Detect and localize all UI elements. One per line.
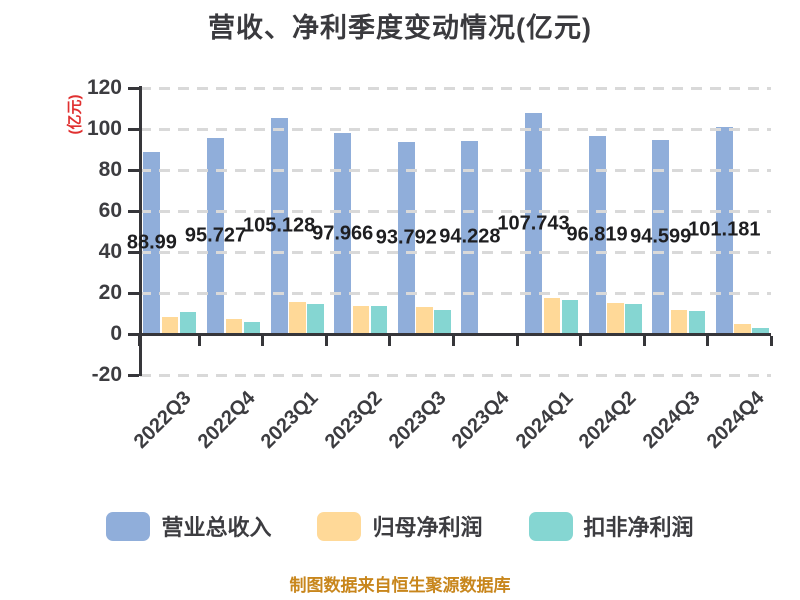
bar-revenue [525, 113, 542, 334]
bar-nonrecurring-profit [434, 310, 451, 334]
bar-net-profit [352, 306, 370, 334]
legend-item: 扣非净利润 [528, 510, 694, 542]
bar-value-label: 95.727 [184, 224, 247, 247]
x-axis-tick-mark [388, 335, 392, 346]
gridline [140, 86, 771, 90]
bar-net-profit [670, 310, 688, 334]
y-axis-tick-label: 0 [110, 322, 122, 345]
bar-revenue [143, 151, 161, 334]
bar-nonrecurring-profit [688, 310, 706, 334]
x-axis-tick-mark [197, 335, 201, 346]
bar-revenue [652, 140, 670, 334]
gridline [140, 291, 771, 295]
y-axis-tick-mark [128, 373, 139, 377]
bar-value-label: 105.128 [242, 214, 316, 237]
bar-revenue [461, 140, 479, 334]
bar-value-label: 101.181 [688, 218, 761, 241]
bar-nonrecurring-profit [370, 305, 388, 334]
bar-value-label: 93.792 [375, 226, 437, 249]
bar-value-label: 97.966 [312, 222, 374, 245]
bar-net-profit [543, 297, 560, 334]
y-axis-tick-label: 20 [98, 281, 122, 304]
x-axis-category-label: 2023Q2 [320, 387, 387, 453]
x-axis-category-label: 2024Q4 [702, 387, 769, 453]
x-axis-tick-mark [769, 335, 773, 346]
x-axis-category-label: 2023Q3 [384, 387, 451, 453]
y-axis-tick-label: 40 [98, 240, 122, 263]
y-axis-tick-mark [128, 291, 139, 295]
bar-value-label: 107.743 [497, 212, 570, 235]
bar-revenue [334, 133, 352, 334]
bar-net-profit [607, 302, 624, 334]
bar-value-label: 96.819 [566, 223, 628, 246]
bar-nonrecurring-profit [625, 304, 642, 334]
gridline [140, 373, 771, 377]
x-axis-tick-mark [451, 335, 455, 346]
legend-label: 营业总收入 [161, 515, 272, 540]
y-axis-tick-label: 80 [98, 158, 122, 181]
bar-nonrecurring-profit [307, 304, 324, 334]
x-axis-tick-mark [579, 335, 583, 346]
bar-nonrecurring-profit [243, 322, 260, 334]
y-axis-tick-mark [128, 168, 139, 172]
y-axis-tick-mark [128, 250, 139, 254]
gridline [140, 250, 771, 254]
x-axis-tick-mark [324, 335, 328, 346]
bar-revenue [270, 118, 288, 334]
footer-source-note: 制图数据来自恒生聚源数据库 [289, 576, 511, 595]
y-axis-tick-label: 120 [86, 76, 122, 99]
x-axis-category-label: 2022Q3 [129, 387, 196, 453]
y-axis-tick-mark [128, 86, 139, 90]
chart-title: 营收、净利季度变动情况(亿元) [208, 13, 592, 43]
legend-item: 营业总收入 [106, 510, 271, 542]
bar-value-label: 94.599 [630, 225, 692, 248]
x-axis-category-label: 2024Q1 [511, 387, 578, 453]
legend-label: 扣非净利润 [583, 515, 694, 540]
bar-revenue [207, 137, 224, 334]
y-axis-tick-label: -20 [91, 363, 122, 386]
x-axis-tick-mark [137, 335, 141, 346]
gridline [140, 209, 771, 213]
bar-nonrecurring-profit [179, 311, 197, 334]
bar-value-label: 88.99 [126, 231, 177, 254]
legend: 营业总收入 归母净利润 扣非净利润 [0, 508, 800, 544]
bar-net-profit [289, 301, 306, 334]
legend-label: 归母净利润 [372, 515, 483, 540]
x-axis-category-label: 2024Q2 [575, 387, 641, 453]
x-axis-line [139, 332, 771, 336]
gridline [140, 168, 771, 172]
bar-revenue [715, 126, 733, 334]
x-axis-tick-mark [706, 335, 710, 346]
gridline [140, 127, 771, 131]
bar-nonrecurring-profit [752, 328, 769, 334]
y-axis-tick-label: 100 [86, 117, 122, 140]
y-axis-tick-mark [128, 127, 139, 131]
y-axis-tick-mark [128, 332, 139, 336]
bar-value-label: 94.228 [439, 225, 501, 248]
x-axis-category-label: 2022Q4 [193, 387, 260, 453]
x-axis-category-label: 2023Q4 [447, 387, 514, 453]
bar-revenue [397, 141, 415, 334]
bar-net-profit [734, 323, 751, 334]
y-axis-tick-mark [128, 209, 139, 213]
y-axis-tick-label: 60 [98, 199, 122, 222]
bar-nonrecurring-profit [561, 299, 578, 334]
bar-net-profit [225, 319, 242, 334]
x-axis-tick-mark [642, 335, 646, 346]
x-axis-category-label: 2023Q1 [257, 387, 323, 453]
x-axis-tick-mark [261, 335, 265, 346]
x-axis-tick-mark [515, 335, 519, 346]
x-axis-category-label: 2024Q3 [638, 387, 705, 453]
legend-swatch [317, 511, 362, 541]
bar-net-profit [416, 306, 433, 334]
legend-swatch [528, 511, 573, 541]
bar-revenue [588, 135, 606, 334]
y-axis-line [139, 86, 142, 376]
legend-item: 归母净利润 [317, 510, 483, 542]
legend-swatch [106, 511, 151, 541]
bar-net-profit [161, 317, 179, 334]
